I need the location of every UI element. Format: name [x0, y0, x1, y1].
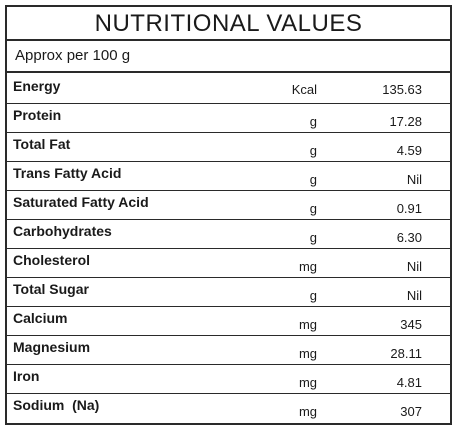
- nutrient-row-trans-fatty-acid: Trans Fatty Acid g Nil: [7, 162, 450, 191]
- nutrient-unit: g: [309, 172, 317, 187]
- nutrient-name: Trans Fatty Acid: [13, 165, 122, 181]
- nutrient-unit: Kcal: [291, 82, 317, 97]
- nutrient-row-cholesterol: Cholesterol mg Nil: [7, 249, 450, 278]
- nutrient-row-sodium: Sodium (Na) mg 307: [7, 394, 450, 424]
- nutrient-row-carbohydrates: Carbohydrates g 6.30: [7, 220, 450, 249]
- nutrient-name: Saturated Fatty Acid: [13, 194, 149, 210]
- nutrient-unit: mg: [298, 317, 317, 332]
- nutrient-unit: g: [309, 114, 317, 129]
- nutrition-label: NUTRITIONAL VALUES Approx per 100 g Ener…: [5, 5, 452, 425]
- nutrient-row-total-sugar: Total Sugar g Nil: [7, 278, 450, 307]
- nutrient-value: Nil: [406, 259, 422, 274]
- nutrient-row-magnesium: Magnesium mg 28.11: [7, 336, 450, 365]
- nutrient-unit: mg: [298, 346, 317, 361]
- nutrient-name: Protein: [13, 107, 62, 123]
- label-title: NUTRITIONAL VALUES: [7, 7, 450, 41]
- nutrient-unit: g: [309, 143, 317, 158]
- nutrient-table: Energy Kcal 135.63 Protein g 17.28 Total…: [7, 75, 450, 424]
- nutrient-row-saturated-fatty-acid: Saturated Fatty Acid g 0.91: [7, 191, 450, 220]
- nutrient-row-energy: Energy Kcal 135.63: [7, 75, 450, 104]
- nutrient-value: Nil: [406, 172, 422, 187]
- nutrient-name: Magnesium: [13, 339, 91, 355]
- nutrient-row-total-fat: Total Fat g 4.59: [7, 133, 450, 162]
- nutrient-value: 17.28: [389, 114, 422, 129]
- nutrient-unit: g: [309, 230, 317, 245]
- nutrient-name: Sodium (Na): [13, 397, 100, 413]
- nutrient-value: 307: [400, 404, 422, 419]
- serving-basis: Approx per 100 g: [7, 41, 450, 73]
- nutrient-name: Total Fat: [13, 136, 71, 152]
- nutrient-name: Iron: [13, 368, 40, 384]
- nutrient-name: Calcium: [13, 310, 68, 326]
- nutrient-unit: mg: [298, 404, 317, 419]
- nutrient-value: 4.59: [396, 143, 422, 158]
- nutrient-value: 0.91: [396, 201, 422, 216]
- nutrient-name: Cholesterol: [13, 252, 91, 268]
- nutrient-value: 28.11: [390, 346, 422, 361]
- nutrient-unit: g: [309, 201, 317, 216]
- nutrient-value: 135.63: [382, 82, 422, 97]
- nutrient-row-iron: Iron mg 4.81: [7, 365, 450, 394]
- nutrient-row-protein: Protein g 17.28: [7, 104, 450, 133]
- nutrient-unit: g: [309, 288, 317, 303]
- nutrient-unit: mg: [298, 375, 317, 390]
- nutrient-value: 6.30: [396, 230, 422, 245]
- nutrient-row-calcium: Calcium mg 345: [7, 307, 450, 336]
- nutrient-name: Carbohydrates: [13, 223, 112, 239]
- nutrient-value: Nil: [406, 288, 422, 303]
- nutrient-name: Total Sugar: [13, 281, 89, 297]
- nutrient-name: Energy: [13, 78, 61, 94]
- nutrient-value: 4.81: [396, 375, 422, 390]
- nutrient-value: 345: [400, 317, 422, 332]
- nutrient-unit: mg: [298, 259, 317, 274]
